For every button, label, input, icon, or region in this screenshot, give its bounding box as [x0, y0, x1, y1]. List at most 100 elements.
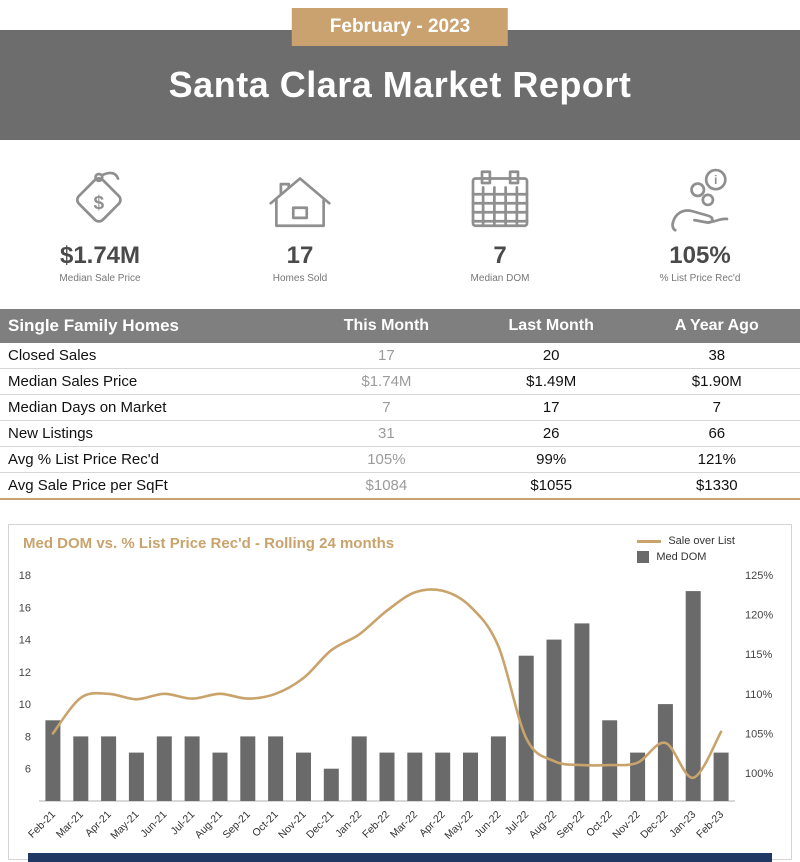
chart-canvas: 18 16 14 12 10 8 6 125% 120% 115% 110% 105% 100% Feb-… [19, 570, 774, 842]
metric-year-ago: 121% [633, 446, 800, 473]
svg-text:Nov-22: Nov-22 [610, 809, 643, 842]
svg-text:$: $ [94, 193, 105, 214]
metric-name: Closed Sales [0, 343, 304, 369]
stat-list-price-recd: i 105% % List Price Rec'd [600, 162, 800, 297]
table-header-property-type: Single Family Homes [0, 309, 304, 343]
svg-text:6: 6 [25, 764, 31, 776]
stat-median-dom: 7 Median DOM [400, 162, 600, 297]
svg-text:Feb-22: Feb-22 [360, 809, 392, 841]
metric-this-month: $1084 [304, 472, 469, 500]
svg-text:Nov-21: Nov-21 [276, 809, 309, 842]
svg-text:Dec-21: Dec-21 [304, 809, 337, 842]
stat-label: % List Price Rec'd [659, 273, 741, 284]
svg-text:Aug-22: Aug-22 [527, 809, 560, 842]
stat-value: 17 [286, 242, 314, 269]
svg-text:Jun-21: Jun-21 [138, 809, 169, 840]
legend-label: Sale over List [668, 535, 735, 547]
svg-text:8: 8 [25, 731, 31, 743]
metric-last-month: 99% [468, 446, 634, 473]
metric-name: Avg % List Price Rec'd [0, 446, 304, 473]
svg-text:Jan-23: Jan-23 [667, 809, 698, 840]
stat-label: Homes Sold [272, 273, 328, 284]
report-month-badge: February - 2023 [291, 8, 509, 46]
table-row: New Listings 31 26 66 [0, 420, 800, 447]
svg-text:Feb-23: Feb-23 [694, 809, 726, 841]
metric-name: Median Days on Market [0, 394, 304, 421]
metric-name: Median Sales Price [0, 368, 304, 395]
stat-label: Median Sale Price [59, 273, 141, 284]
bar-swatch [637, 551, 650, 563]
metric-last-month: $1.49M [468, 368, 634, 395]
svg-text:125%: 125% [745, 570, 773, 582]
svg-text:Jun-22: Jun-22 [472, 809, 503, 840]
market-stats-table: Single Family Homes This Month Last Mont… [0, 309, 800, 500]
table-row: Median Days on Market 7 17 7 [0, 394, 800, 421]
metric-this-month: 7 [304, 394, 469, 421]
svg-text:Jan-22: Jan-22 [333, 809, 364, 840]
coins-in-hand-icon: i [664, 162, 736, 240]
svg-text:Mar-21: Mar-21 [54, 809, 86, 841]
chart-title: Med DOM vs. % List Price Rec'd - Rolling… [23, 535, 395, 552]
stat-value: $1.74M [59, 242, 141, 269]
svg-text:16: 16 [19, 602, 31, 614]
svg-text:Oct-21: Oct-21 [250, 809, 281, 840]
footer-bar [28, 853, 772, 862]
svg-text:May-21: May-21 [108, 809, 141, 842]
svg-text:Oct-22: Oct-22 [584, 809, 615, 840]
svg-text:110%: 110% [745, 689, 773, 701]
stat-label: Median DOM [470, 273, 530, 284]
metric-year-ago: 38 [633, 343, 800, 369]
svg-text:105%: 105% [745, 728, 773, 740]
table-row: Closed Sales 17 20 38 [0, 343, 800, 369]
svg-text:Mar-22: Mar-22 [388, 809, 420, 841]
metric-last-month: 26 [468, 420, 634, 447]
stat-median-sale-price: $ $1.74M Median Sale Price [0, 162, 200, 297]
report-header: February - 2023 Santa Clara Market Repor… [0, 0, 800, 140]
svg-text:115%: 115% [745, 649, 773, 661]
metric-this-month: $1.74M [304, 368, 469, 395]
price-tag-icon: $ [64, 162, 136, 240]
page-title: Santa Clara Market Report [168, 64, 632, 105]
svg-text:12: 12 [19, 667, 31, 679]
table-header-this-month: This Month [304, 309, 469, 343]
svg-text:14: 14 [19, 635, 31, 647]
metric-this-month: 105% [304, 446, 469, 473]
stats-row: $ $1.74M Median Sale Price 17 Homes Sold [0, 162, 800, 297]
table-row: Median Sales Price $1.74M $1.49M $1.90M [0, 368, 800, 395]
metric-name: New Listings [0, 420, 304, 447]
table-header-last-month: Last Month [468, 309, 634, 343]
svg-text:Feb-21: Feb-21 [26, 809, 58, 841]
svg-text:Sep-22: Sep-22 [555, 809, 588, 842]
metric-this-month: 31 [304, 420, 469, 447]
svg-text:i: i [714, 173, 717, 187]
dom-vs-list-price-chart: Med DOM vs. % List Price Rec'd - Rolling… [8, 524, 792, 860]
chart-header: Med DOM vs. % List Price Rec'd - Rolling… [9, 525, 791, 563]
metric-year-ago: 66 [633, 420, 800, 447]
svg-text:120%: 120% [745, 610, 773, 622]
stat-homes-sold: 17 Homes Sold [200, 162, 400, 297]
line-swatch [637, 539, 662, 543]
svg-text:May-22: May-22 [442, 809, 475, 842]
svg-text:Aug-21: Aug-21 [193, 809, 226, 842]
stat-value: 7 [493, 242, 507, 269]
table-header-row: Single Family Homes This Month Last Mont… [0, 309, 800, 343]
legend-label: Med DOM [656, 551, 707, 563]
metric-this-month: 17 [304, 343, 469, 369]
svg-text:Dec-22: Dec-22 [638, 809, 671, 842]
header-band: Santa Clara Market Report [0, 30, 800, 140]
stat-value: 105% [669, 242, 731, 269]
table-row: Avg Sale Price per SqFt $1084 $1055 $133… [0, 472, 800, 500]
svg-text:10: 10 [19, 699, 31, 711]
metric-year-ago: $1330 [633, 472, 800, 500]
metric-year-ago: $1.90M [633, 368, 800, 395]
legend-item-med-dom: Med DOM [637, 551, 735, 563]
metric-last-month: 17 [468, 394, 634, 421]
metric-name: Avg Sale Price per SqFt [0, 472, 304, 500]
metric-year-ago: 7 [633, 394, 800, 421]
svg-text:100%: 100% [745, 768, 773, 780]
table-row: Avg % List Price Rec'd 105% 99% 121% [0, 446, 800, 473]
metric-last-month: $1055 [468, 472, 634, 500]
svg-text:18: 18 [19, 570, 31, 582]
calendar-icon [464, 162, 536, 240]
